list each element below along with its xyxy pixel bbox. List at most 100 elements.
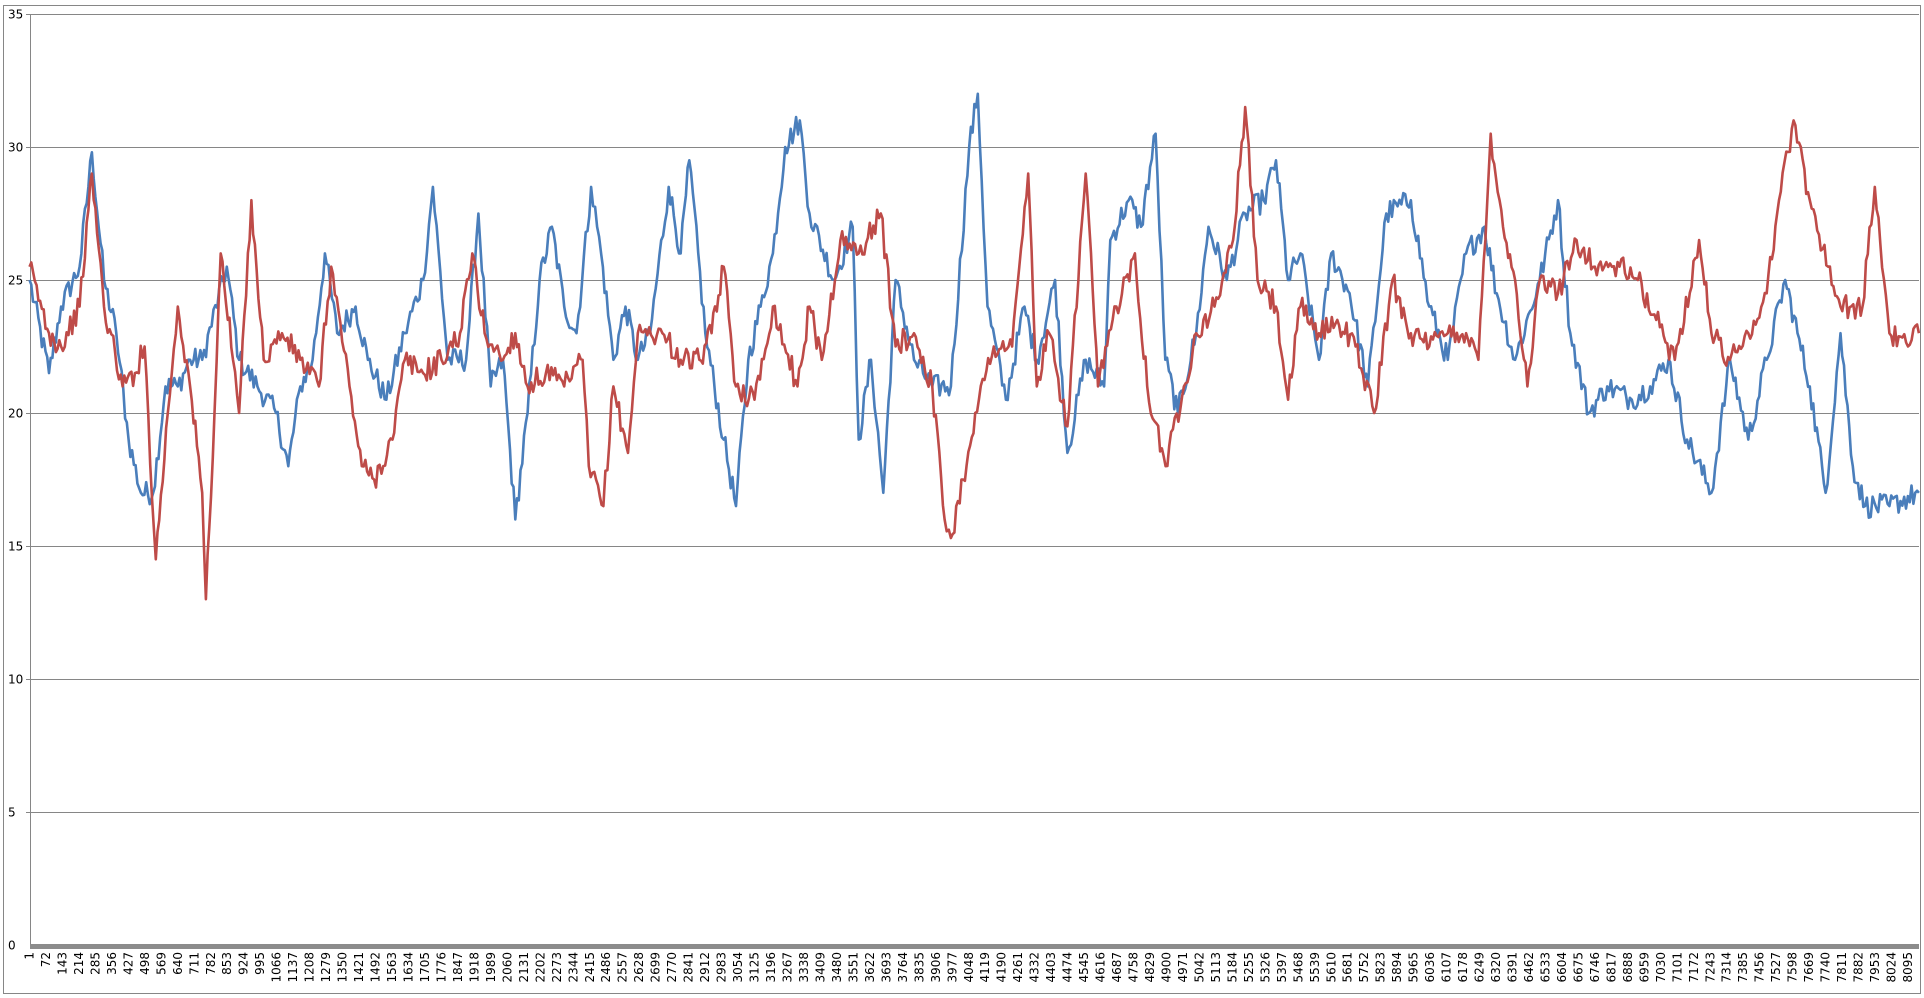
x-tick-label: 6675 [1571, 952, 1585, 983]
series-lines [28, 92, 1921, 601]
x-tick-label: 3977 [945, 952, 959, 983]
x-tick-label: 1137 [286, 952, 300, 983]
x-tick-label: 7953 [1868, 952, 1882, 983]
x-tick-label: 4261 [1011, 952, 1025, 983]
x-tick-label: 5965 [1407, 952, 1421, 983]
x-tick-label: 5894 [1390, 952, 1404, 983]
x-tick-label: 143 [56, 952, 70, 975]
x-tick-label: 5397 [1275, 952, 1289, 983]
x-tick-label: 2557 [616, 952, 630, 983]
x-tick-label: 2273 [550, 952, 564, 983]
x-tick-label: 7811 [1835, 952, 1849, 983]
x-tick-label: 1705 [418, 952, 432, 983]
x-tick-label: 1208 [303, 952, 317, 983]
y-tick-label: 25 [8, 274, 23, 288]
x-tick-label: 6604 [1555, 952, 1569, 983]
x-tick-label: 3551 [846, 952, 860, 983]
x-tick-label: 5539 [1308, 952, 1322, 983]
x-tick-label: 5468 [1291, 952, 1305, 983]
x-tick-label: 1350 [336, 952, 350, 983]
x-tick-label: 1776 [435, 952, 449, 983]
x-tick-label: 1847 [451, 952, 465, 983]
x-tick-label: 5823 [1374, 952, 1388, 983]
x-tick-label: 995 [253, 952, 267, 975]
x-tick-label: 5681 [1341, 952, 1355, 983]
x-tick-label: 7456 [1753, 952, 1767, 983]
x-tick-label: 2912 [698, 952, 712, 983]
x-tick-label: 1066 [270, 952, 284, 983]
x-tick-label: 3267 [781, 952, 795, 983]
x-tick-label: 7882 [1852, 952, 1866, 983]
x-tick-label: 4048 [962, 952, 976, 983]
x-tick-label: 427 [121, 952, 135, 975]
x-tick-label: 4758 [1127, 952, 1141, 983]
series-line-2 [28, 105, 1921, 601]
x-tick-label: 2770 [665, 952, 679, 983]
x-tick-label: 7314 [1720, 952, 1734, 983]
x-tick-label: 6746 [1588, 952, 1602, 983]
x-tick-label: 2060 [500, 952, 514, 983]
x-tick-label: 1918 [467, 952, 481, 983]
x-tick-label: 3622 [863, 952, 877, 983]
x-tick-label: 2628 [632, 952, 646, 983]
x-tick-label: 3196 [764, 952, 778, 983]
x-tick-label: 3409 [813, 952, 827, 983]
x-tick-label: 4829 [1143, 952, 1157, 983]
x-axis [30, 944, 1919, 949]
x-tick-label: 5255 [1242, 952, 1256, 983]
x-tick-label: 2202 [533, 952, 547, 983]
x-tick-label: 2131 [517, 952, 531, 983]
x-tick-label: 7030 [1654, 952, 1668, 983]
x-tick-label: 640 [171, 952, 185, 975]
x-tick-label: 5184 [1225, 952, 1239, 983]
x-tick-label: 4900 [1160, 952, 1174, 983]
x-tick-label: 3054 [731, 952, 745, 983]
x-tick-label: 3480 [830, 952, 844, 983]
x-tick-label: 7598 [1786, 952, 1800, 983]
x-tick-label: 285 [88, 952, 102, 975]
x-tick-label: 4332 [1028, 952, 1042, 983]
x-tick-label: 1634 [402, 952, 416, 983]
x-tick-label: 8024 [1885, 952, 1899, 983]
y-tick-label: 15 [8, 540, 23, 554]
x-tick-label: 1421 [352, 952, 366, 983]
y-axis-tick-labels: 0 5 10 15 20 25 30 35 [8, 8, 23, 953]
x-tick-label: 1563 [385, 952, 399, 983]
y-tick-label: 30 [8, 141, 23, 155]
x-tick-label: 6533 [1539, 952, 1553, 983]
x-tick-label: 2841 [682, 952, 696, 983]
x-tick-label: 214 [72, 952, 86, 975]
x-tick-label: 2699 [649, 952, 663, 983]
x-tick-label: 5042 [1192, 952, 1206, 983]
x-tick-label: 7669 [1802, 952, 1816, 983]
x-tick-label: 6107 [1440, 952, 1454, 983]
x-tick-label: 4545 [1077, 952, 1091, 983]
x-tick-label: 1279 [319, 952, 333, 983]
x-tick-label: 7740 [1819, 952, 1833, 983]
x-tick-label: 6959 [1637, 952, 1651, 983]
x-tick-label: 924 [237, 952, 251, 975]
x-tick-label: 3764 [896, 952, 910, 983]
x-tick-label: 7243 [1703, 952, 1717, 983]
x-tick-label: 4474 [1061, 952, 1075, 983]
x-tick-label: 4616 [1094, 952, 1108, 983]
gridlines [26, 14, 1919, 945]
x-tick-label: 4119 [978, 952, 992, 983]
x-tick-label: 6817 [1604, 952, 1618, 983]
x-tick-label: 1 [23, 952, 37, 960]
y-tick-label: 10 [8, 673, 23, 687]
x-tick-label: 7527 [1769, 952, 1783, 983]
x-tick-label: 8095 [1901, 952, 1915, 983]
x-tick-label: 72 [39, 952, 53, 967]
x-tick-label: 2983 [715, 952, 729, 983]
x-tick-label: 782 [204, 952, 218, 975]
x-axis-tick-labels: 1 72 143 214 285 356 427 498 569 640 711 782 853 924 9… [23, 952, 1916, 983]
x-tick-label: 4190 [995, 952, 1009, 983]
x-tick-label: 853 [220, 952, 234, 975]
x-tick-label: 569 [154, 952, 168, 975]
x-tick-label: 3835 [912, 952, 926, 983]
x-tick-label: 356 [105, 952, 119, 975]
x-tick-label: 498 [138, 952, 152, 975]
x-axis-line [30, 944, 1919, 949]
